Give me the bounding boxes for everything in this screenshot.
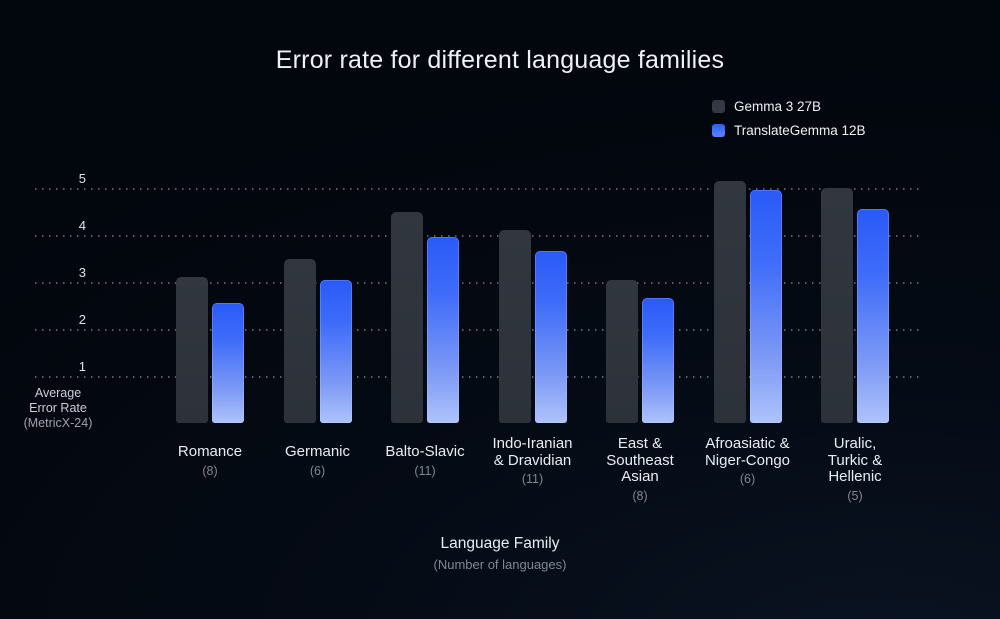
x-label-uralic-turkic-hellenic: Uralic, Turkic & Hellenic (5) [793,435,917,503]
bar-gemma-3-27b-balto-slavic [391,211,423,423]
y-tick-4: 4 [78,218,86,233]
x-label-line: Niger-Congo [704,451,791,469]
chart-title: Error rate for different language famili… [275,46,725,74]
legend-label-gemma-3-27b: Gemma 3 27B [734,99,822,114]
y-tick-2: 2 [78,312,86,327]
x-label-count: (8) [632,488,648,503]
bar-gemma-3-27b-east-southeast-asian [606,279,638,423]
y-tick-1: 1 [78,359,86,374]
x-label-line: Germanic [284,443,351,460]
bar-gemma-3-27b-romance [176,277,208,423]
legend-item-gemma-3-27b: Gemma 3 27B [712,99,866,114]
legend: Gemma 3 27B TranslateGemma 12B [712,99,866,147]
x-label-line: East & [617,435,663,452]
bar-gemma-3-27b-indo-iranian-dravidian [498,230,531,423]
x-axis-title-note: (Number of languages) [433,557,567,572]
x-label-line: Southeast [606,451,674,469]
x-label-line: Hellenic [828,468,882,485]
gridline-4 [35,235,920,237]
gridline-1 [35,376,920,378]
x-label-count: (11) [521,472,544,486]
y-axis-title-line-2: Error Rate [29,401,87,415]
bar-translategemma-12b-germanic [319,279,352,423]
x-label-line: Afroasiatic & [705,435,790,452]
legend-swatch-translategemma-12b-icon [712,124,725,137]
x-axis-title: Language Family (Number of languages) [0,535,1000,572]
y-axis-title-line-3: (MetricX-24) [23,416,93,430]
gridline-3 [35,282,920,284]
y-axis-title: Average Error Rate (MetricX-24) [8,386,108,431]
x-label-line: Balto-Slavic [385,443,465,460]
x-label-count: (5) [847,488,863,503]
y-axis-title-line-1: Average [34,386,82,400]
bar-gemma-3-27b-afroasiatic-niger-congo [713,180,746,423]
legend-swatch-gemma-3-27b-icon [712,100,725,113]
x-label-count: (6) [739,472,756,486]
x-axis-title-main: Language Family [440,535,560,552]
bar-translategemma-12b-afroasiatic-niger-congo [749,190,782,423]
bar-translategemma-12b-east-southeast-asian [642,298,674,423]
x-label-indo-iranian-dravidian: Indo-Iranian & Dravidian (11) [471,435,595,486]
gridline-2 [35,329,920,331]
x-label-count: (8) [202,463,218,478]
x-label-germanic: Germanic (6) [256,436,380,478]
x-label-line: & Dravidian [493,451,572,469]
legend-label-translategemma-12b: TranslateGemma 12B [734,123,866,138]
bar-gemma-3-27b-germanic [283,258,316,423]
bar-translategemma-12b-romance [212,303,244,423]
x-label-romance: Romance (8) [148,436,272,478]
y-tick-3: 3 [78,265,86,280]
x-label-count: (6) [309,463,326,478]
x-label-line: Asian [621,468,659,485]
x-label-line: Turkic & [827,451,883,469]
x-label-east-southeast-asian: East & Southeast Asian (8) [578,435,702,503]
legend-item-translategemma-12b: TranslateGemma 12B [712,123,866,138]
x-label-afroasiatic-niger-congo: Afroasiatic & Niger-Congo (6) [686,435,810,486]
bar-translategemma-12b-indo-iranian-dravidian [534,251,567,423]
x-label-line: Romance [177,443,243,460]
x-label-line: Indo-Iranian [492,435,573,452]
x-label-count: (11) [414,463,436,478]
bar-translategemma-12b-balto-slavic [427,237,459,423]
bar-gemma-3-27b-uralic-turkic-hellenic [821,188,853,423]
x-label-line: Uralic, [833,435,877,452]
y-tick-5: 5 [78,171,86,186]
x-label-balto-slavic: Balto-Slavic (11) [363,436,487,478]
gridline-5 [35,188,920,190]
bar-translategemma-12b-uralic-turkic-hellenic [857,209,889,423]
